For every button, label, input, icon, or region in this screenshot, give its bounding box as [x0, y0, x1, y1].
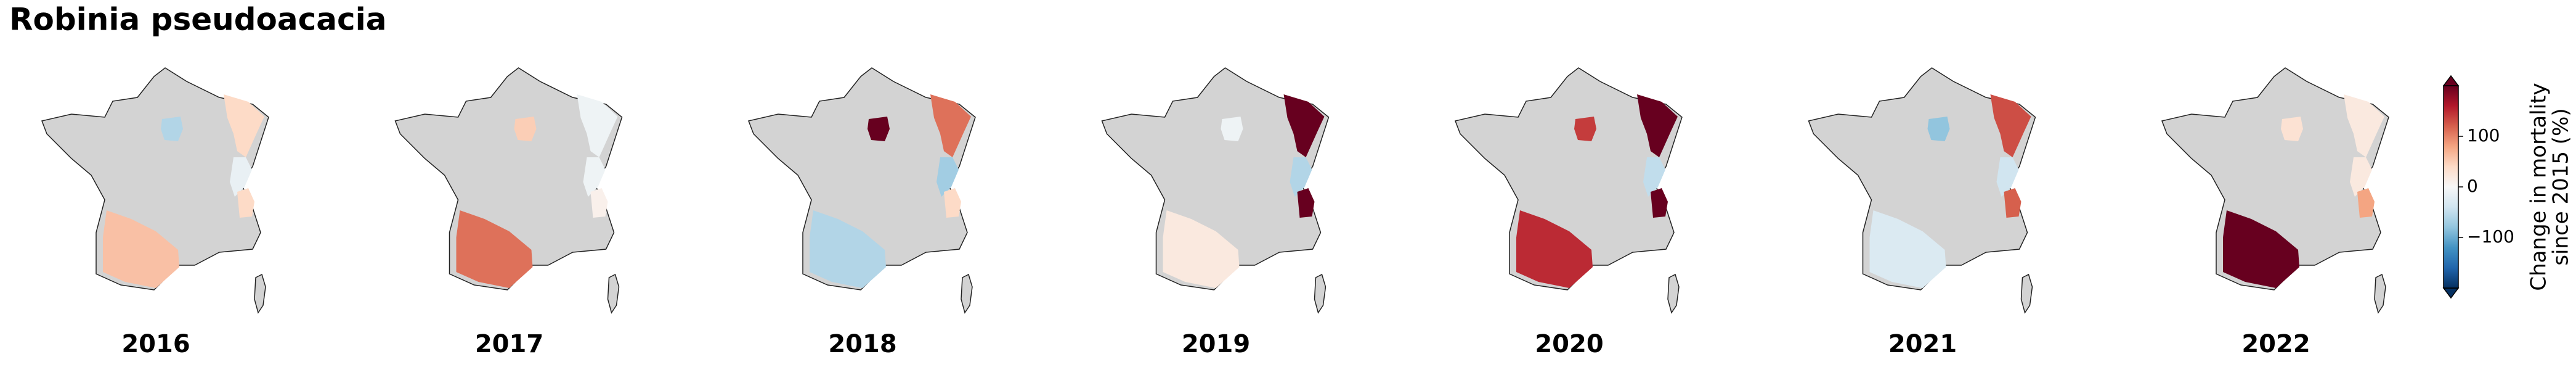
region	[1651, 188, 1668, 218]
region	[237, 188, 254, 218]
region	[2004, 188, 2021, 218]
region	[456, 210, 533, 288]
panel-label: 2016	[121, 330, 190, 358]
region	[810, 210, 886, 288]
region	[1990, 94, 2031, 157]
colorbar-tick-label: −100	[2467, 226, 2514, 247]
region	[2357, 188, 2375, 218]
france-outline	[1101, 67, 1330, 291]
region	[1996, 157, 2019, 197]
region	[103, 210, 179, 288]
region	[224, 94, 264, 157]
colorbar-tick-label: 100	[2467, 125, 2500, 146]
region	[1516, 210, 1593, 288]
map-panel	[1454, 67, 1683, 314]
france-outline	[394, 67, 623, 291]
corsica-outline	[1314, 273, 1327, 314]
panel-label: 2022	[2241, 330, 2310, 358]
region	[161, 117, 183, 141]
corsica-outline	[607, 273, 620, 314]
region	[577, 94, 618, 157]
region	[2344, 94, 2384, 157]
region	[230, 157, 252, 197]
region	[1643, 157, 1665, 197]
region	[944, 188, 961, 218]
corsica-outline	[2020, 273, 2033, 314]
region	[590, 188, 608, 218]
france-outline	[1454, 67, 1683, 291]
region	[930, 94, 971, 157]
corsica-outline	[1667, 273, 1680, 314]
region	[1927, 117, 1950, 141]
colorbar-extend-top	[2442, 75, 2460, 86]
region	[1163, 210, 1240, 288]
region	[867, 117, 890, 141]
colorbar-label: Change in mortality	[2527, 83, 2551, 291]
region	[1290, 157, 1312, 197]
region	[1869, 210, 1946, 288]
corsica-outline	[254, 273, 266, 314]
region	[937, 157, 959, 197]
corsica-outline	[2374, 273, 2386, 314]
region	[1283, 94, 1325, 157]
panel-label: 2020	[1535, 330, 1603, 358]
panel-label: 2017	[475, 330, 543, 358]
france-outline	[1808, 67, 2036, 291]
region	[1637, 94, 1678, 157]
region	[1574, 117, 1596, 141]
figure-title: Robinia pseudoacacia	[9, 2, 387, 38]
panel-label: 2021	[1888, 330, 1957, 358]
france-outline	[2161, 67, 2389, 291]
region	[583, 157, 606, 197]
colorbar-extend-bottom	[2442, 287, 2460, 299]
region	[1221, 117, 1243, 141]
map-panel	[41, 67, 269, 314]
colorbar-tick-label: 0	[2467, 176, 2478, 196]
france-outline	[41, 67, 269, 291]
corsica-outline	[961, 273, 973, 314]
map-panel	[747, 67, 976, 314]
map-panel	[1101, 67, 1330, 314]
panel-label: 2019	[1182, 330, 1250, 358]
region	[1297, 188, 1315, 218]
region	[2281, 117, 2303, 141]
map-panel	[394, 67, 623, 314]
map-panel	[1808, 67, 2036, 314]
colorbar-label: since 2015 (%)	[2549, 108, 2574, 265]
region	[514, 117, 537, 141]
map-panel	[2161, 67, 2389, 314]
panel-label: 2018	[828, 330, 896, 358]
region	[2223, 210, 2299, 288]
colorbar	[2443, 85, 2459, 289]
france-outline	[747, 67, 976, 291]
region	[2350, 157, 2372, 197]
